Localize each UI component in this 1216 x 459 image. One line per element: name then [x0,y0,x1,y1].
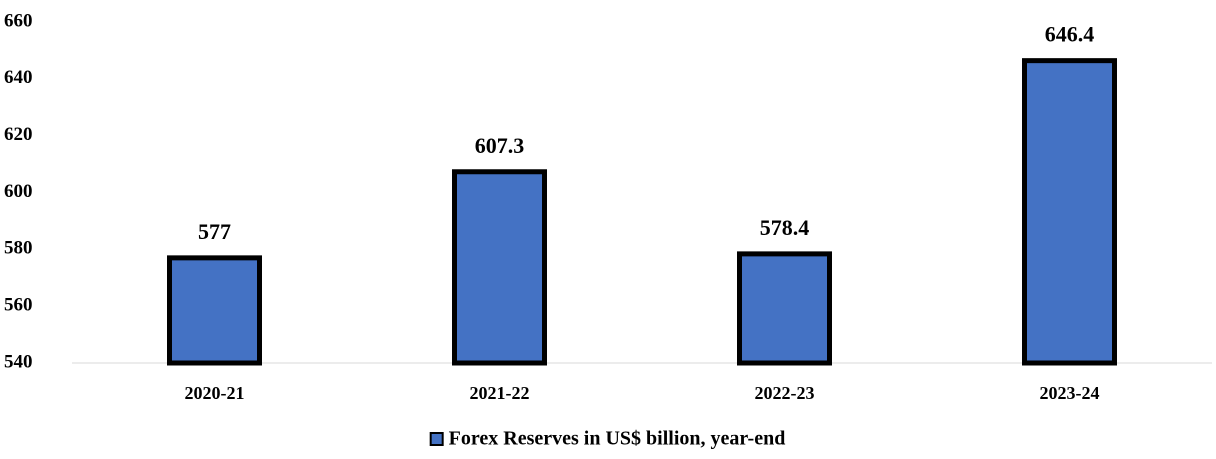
y-tick-label: 600 [4,181,33,202]
legend-swatch [429,432,444,446]
data-label: 646.4 [1045,22,1095,47]
y-tick-label: 540 [4,351,33,372]
bar [1022,58,1117,366]
data-label: 607.3 [475,133,525,158]
y-tick-label: 640 [4,67,33,88]
x-tick-label: 2023-24 [1040,383,1100,403]
legend-label: Forex Reserves in US$ billion, year-end [449,428,786,450]
bar [452,169,547,366]
bar [167,255,262,366]
data-label: 578.4 [760,215,810,240]
bar [737,251,832,366]
x-tick-label: 2021-22 [470,383,530,403]
y-tick-label: 620 [4,124,33,145]
y-tick-label: 660 [4,10,33,31]
y-tick-label: 580 [4,238,33,259]
x-tick-label: 2020-21 [185,383,245,403]
data-label: 577 [198,219,231,244]
y-tick-label: 560 [4,295,33,316]
x-tick-label: 2022-23 [755,383,815,403]
